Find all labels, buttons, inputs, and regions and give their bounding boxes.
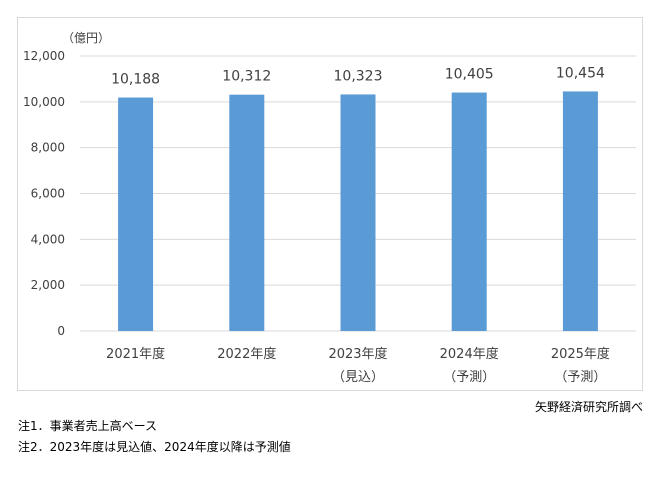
data-label: 10,323 xyxy=(334,68,383,84)
x-tick-label: 2023年度 xyxy=(328,346,387,362)
bars xyxy=(118,91,598,332)
data-label: 10,405 xyxy=(445,67,494,83)
bar xyxy=(340,94,376,332)
x-tick-label: 2024年度 xyxy=(440,346,499,362)
x-tick-sublabel: （見込） xyxy=(332,370,384,385)
x-tick-sublabel: （予測） xyxy=(443,370,495,385)
y-tick-label: 2,000 xyxy=(31,278,65,292)
chart-frame xyxy=(17,17,643,391)
bar xyxy=(118,97,154,332)
y-tick-label: 10,000 xyxy=(23,95,65,109)
data-label: 10,188 xyxy=(111,72,160,88)
bar-chart: （億円） 0 2,000 4,000 6,000 8,000 10,000 12,000 1… xyxy=(23,31,636,385)
y-tick-label: 6,000 xyxy=(31,187,65,201)
footnote-2: 注2．2023年度は見込値、2024年度以降は予測値 xyxy=(18,440,291,454)
y-tick-label: 12,000 xyxy=(23,49,65,63)
data-label: 10,312 xyxy=(222,69,271,85)
x-tick-label: 2021年度 xyxy=(106,346,165,362)
bar xyxy=(451,92,487,331)
footnotes: 注1．事業者売上高ベース 注2．2023年度は見込値、2024年度以降は予測値 xyxy=(18,416,291,458)
x-tick-sublabel: （予測） xyxy=(554,370,606,385)
x-tick-label: 2025年度 xyxy=(551,346,610,362)
footnote-1: 注1．事業者売上高ベース xyxy=(18,419,158,433)
bar xyxy=(229,94,265,331)
data-labels: 10,188 10,312 10,323 10,405 10,454 xyxy=(111,65,605,87)
x-tick-label: 2022年度 xyxy=(217,346,276,362)
y-axis-ticks: 0 2,000 4,000 6,000 8,000 10,000 12,000 xyxy=(23,49,65,338)
y-axis-unit-label: （億円） xyxy=(62,31,110,45)
y-tick-label: 0 xyxy=(57,324,65,338)
y-tick-label: 4,000 xyxy=(31,232,65,246)
y-tick-label: 8,000 xyxy=(31,141,65,155)
gridlines xyxy=(80,55,636,332)
data-label: 10,454 xyxy=(556,65,605,81)
x-axis-ticks: 2021年度 2022年度 2023年度 （見込） 2024年度 （予測） 2025年度 （予… xyxy=(106,346,610,385)
bar xyxy=(562,91,598,331)
source-credit: 矢野経済研究所調べ xyxy=(534,400,643,414)
